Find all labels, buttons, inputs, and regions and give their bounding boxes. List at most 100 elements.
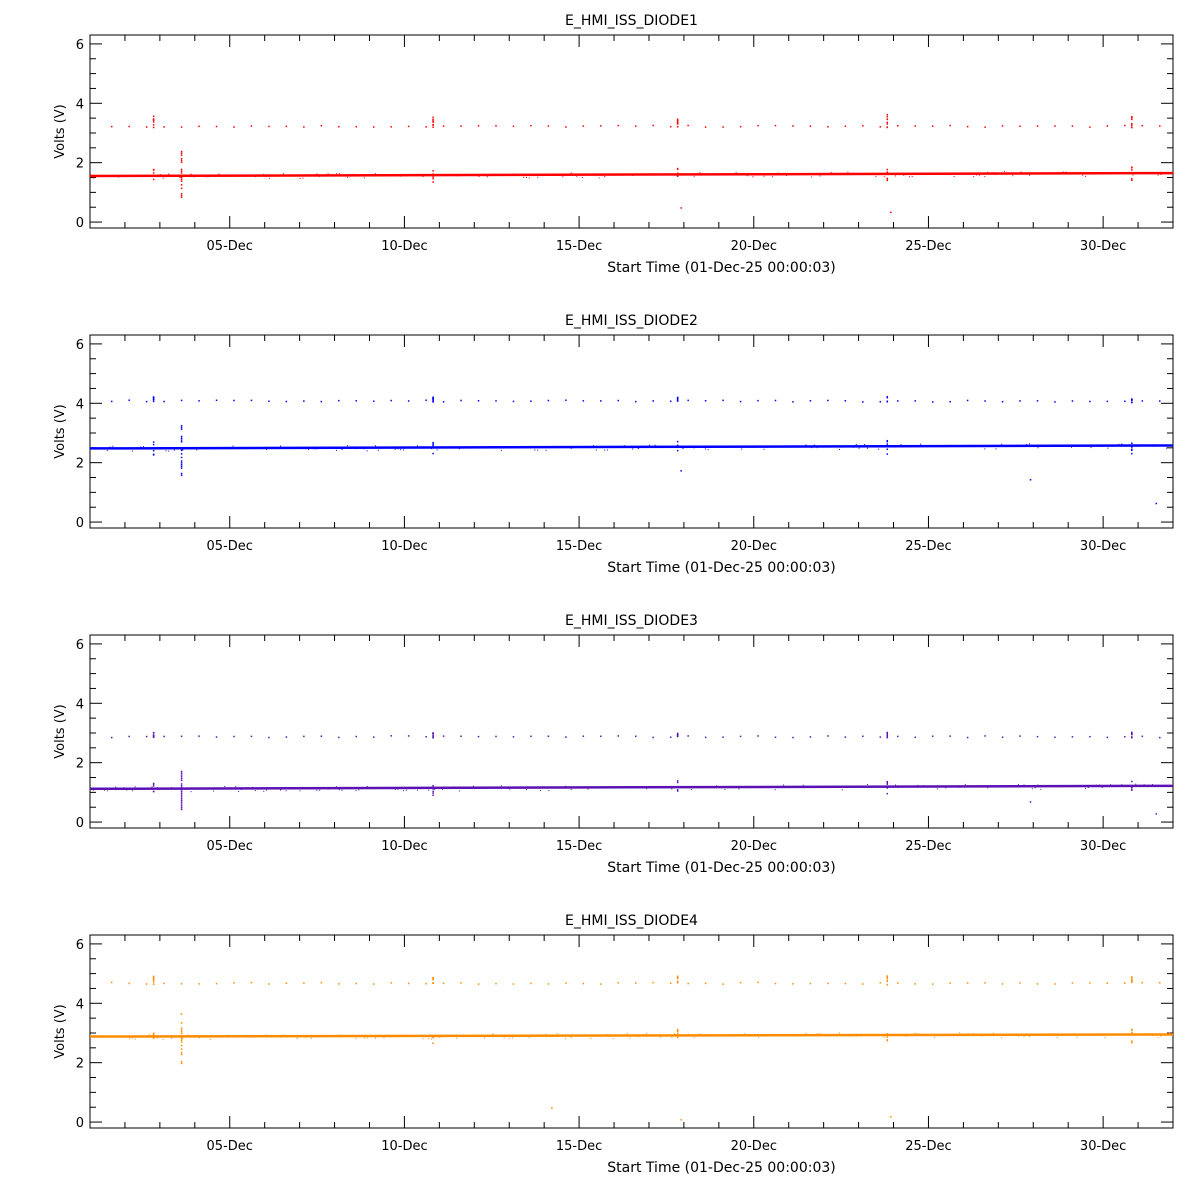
burst-point: [152, 124, 155, 126]
baseline-point: [210, 1038, 212, 1040]
burst-point: [886, 780, 889, 783]
outlier-point: [180, 1060, 183, 1063]
burst-point: [676, 980, 679, 983]
burst-point: [886, 121, 889, 124]
baseline-point: [143, 446, 145, 448]
periodic-point: [1001, 983, 1004, 985]
burst-point: [152, 790, 155, 793]
periodic-point: [495, 125, 497, 127]
periodic-point: [268, 125, 270, 128]
x-tick-label: 30-Dec: [1080, 239, 1126, 254]
outlier-point: [180, 152, 183, 155]
periodic-point: [931, 735, 934, 737]
burst-point: [886, 443, 889, 445]
burst-point: [152, 1033, 155, 1036]
periodic-point: [215, 982, 218, 985]
baseline-point: [458, 790, 460, 792]
periodic-point: [617, 735, 620, 737]
baseline-point: [187, 1034, 189, 1036]
periodic-point: [303, 735, 305, 738]
periodic-point: [268, 400, 270, 402]
outlier-point: [180, 472, 183, 475]
baseline-point: [819, 1033, 821, 1035]
x-tick-label: 10-Dec: [381, 839, 427, 854]
burst-point: [1131, 1029, 1133, 1032]
y-tick-label: 0: [76, 216, 84, 231]
burst-point: [676, 122, 679, 124]
periodic-point: [1141, 981, 1144, 984]
baseline-point: [134, 786, 136, 788]
burst-point: [886, 1036, 889, 1038]
periodic-point: [914, 125, 916, 127]
periodic-point: [460, 982, 462, 984]
baseline-point: [171, 1037, 173, 1039]
outlier-point: [890, 211, 892, 214]
baseline-point: [984, 448, 986, 450]
baseline-point: [1040, 788, 1042, 790]
periodic-point: [862, 983, 864, 985]
periodic-point: [512, 125, 515, 128]
periodic-point: [809, 982, 812, 985]
periodic-point: [320, 735, 323, 737]
y-tick-label: 2: [76, 457, 84, 472]
baseline-point: [623, 445, 625, 447]
outlier-point: [180, 449, 183, 452]
burst-point: [1131, 122, 1133, 125]
burst-point: [432, 399, 434, 401]
baseline-point: [1062, 171, 1064, 173]
periodic-point: [338, 399, 340, 402]
baseline-point: [1026, 443, 1028, 445]
baseline-point: [1029, 443, 1031, 445]
outlier-point: [180, 784, 183, 787]
baseline-point: [1121, 784, 1123, 786]
baseline-point: [847, 171, 849, 173]
periodic-point: [704, 399, 707, 402]
baseline-point: [528, 1036, 530, 1038]
burst-point: [1131, 980, 1133, 982]
periodic-point: [1019, 400, 1021, 402]
baseline-point: [565, 1038, 567, 1040]
baseline-point: [1132, 174, 1134, 176]
baseline-point: [637, 448, 639, 450]
burst-point: [676, 977, 679, 980]
periodic-point: [460, 735, 462, 737]
periodic-point: [669, 736, 672, 738]
burst-point: [886, 439, 889, 442]
baseline-point: [556, 1033, 558, 1035]
burst-point: [676, 440, 679, 443]
baseline-point: [783, 784, 785, 786]
periodic-point: [792, 736, 794, 739]
baseline-point: [987, 787, 989, 789]
periodic-point: [914, 400, 916, 402]
periodic-point: [897, 982, 899, 984]
periodic-point: [827, 399, 829, 402]
baseline-point: [341, 448, 343, 450]
periodic-point: [320, 124, 323, 127]
periodic-point: [1089, 982, 1091, 984]
plot-frame: [89, 334, 1174, 529]
baseline-point: [590, 1038, 592, 1040]
burst-point: [886, 980, 889, 983]
periodic-point: [757, 735, 759, 737]
y-axis-label: Volts (V): [53, 404, 68, 459]
periodic-point: [547, 399, 550, 402]
periodic-point: [827, 126, 829, 128]
periodic-point: [669, 125, 672, 128]
baseline-point: [523, 176, 525, 178]
periodic-point: [1106, 982, 1109, 984]
burst-point: [886, 783, 889, 785]
burst-point: [676, 121, 679, 123]
periodic-point: [966, 982, 969, 984]
x-tick-label: 20-Dec: [731, 1139, 777, 1154]
burst-point: [676, 976, 679, 978]
baseline-point: [984, 175, 986, 177]
baseline-point: [607, 449, 609, 451]
periodic-point: [285, 125, 288, 128]
outlier-point: [1029, 801, 1032, 803]
periodic-point: [372, 983, 375, 985]
periodic-point: [530, 982, 532, 985]
periodic-point: [879, 400, 882, 403]
burst-point: [432, 398, 434, 401]
baseline-point: [785, 175, 787, 177]
periodic-point: [704, 126, 707, 128]
